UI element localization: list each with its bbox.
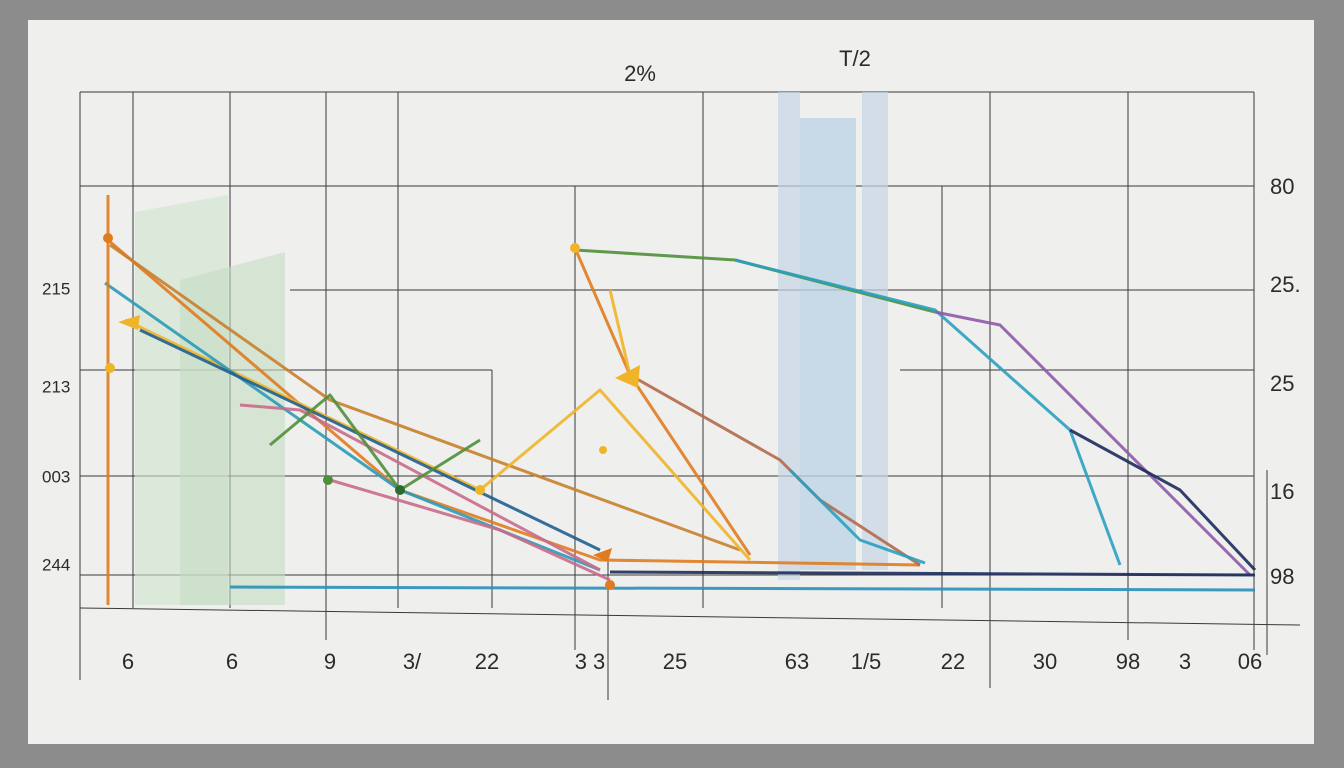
chart-title: 2%	[624, 61, 656, 86]
bottom-label: 22	[475, 649, 499, 674]
right-label: 25	[1270, 371, 1294, 396]
bottom-label: 06	[1238, 649, 1262, 674]
bottom-label: 1/5	[851, 649, 882, 674]
bottom-label: 3 3	[575, 649, 606, 674]
bottom-label: 25	[663, 649, 687, 674]
bottom-label: 22	[941, 649, 965, 674]
right-label: 16	[1270, 479, 1294, 504]
left-label: 244	[42, 555, 70, 574]
right-label: 98	[1270, 564, 1294, 589]
bottom-label: 3/	[403, 649, 422, 674]
right-label: 80	[1270, 174, 1294, 199]
bottom-label: 6	[226, 649, 238, 674]
bottom-label: 63	[785, 649, 809, 674]
left-label: 003	[42, 467, 70, 486]
bottom-label: 9	[324, 649, 336, 674]
left-label: 213	[42, 377, 70, 396]
bottom-label: 6	[122, 649, 134, 674]
bottom-label: 30	[1033, 649, 1057, 674]
bottom-label: 3	[1179, 649, 1191, 674]
lines	[103, 195, 1257, 605]
left-label: 215	[42, 279, 70, 298]
chart-subtitle: T/2	[839, 46, 871, 71]
bottom-label: 98	[1116, 649, 1140, 674]
right-label: 25.	[1270, 272, 1301, 297]
shading	[135, 92, 888, 605]
